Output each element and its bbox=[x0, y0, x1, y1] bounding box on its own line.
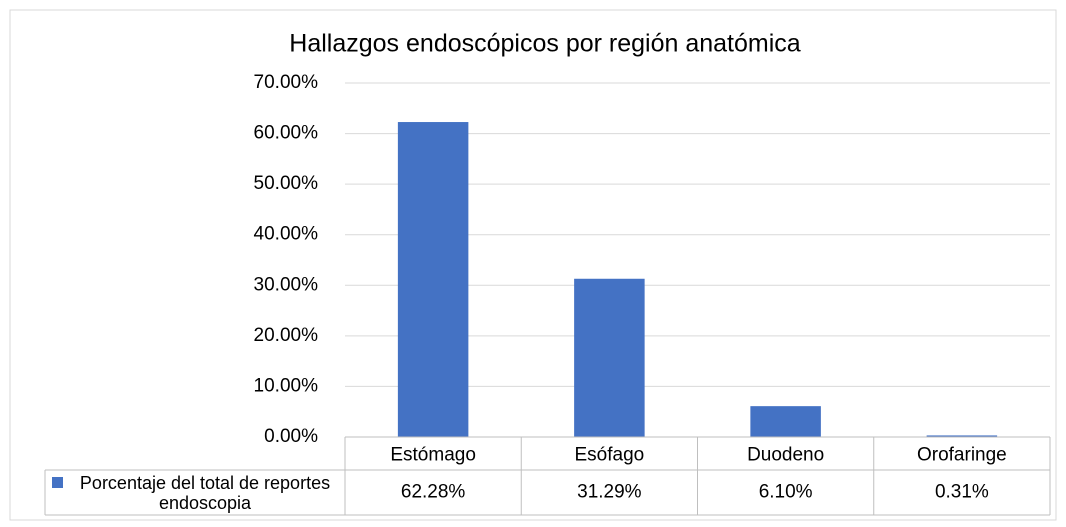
y-tick-label: 60.00% bbox=[254, 123, 319, 144]
bar bbox=[574, 278, 645, 437]
legend-label: Porcentaje del total de reportes endosco… bbox=[79, 473, 331, 513]
y-tick-label: 10.00% bbox=[254, 375, 319, 396]
chart-title: Hallazgos endoscópicos por región anatóm… bbox=[289, 30, 801, 58]
x-tick-label: Orofaringe bbox=[917, 445, 1007, 466]
y-tick-label: 0.00% bbox=[264, 426, 318, 447]
x-tick-label: Estómago bbox=[390, 445, 476, 466]
legend: Porcentaje del total de reportes endosco… bbox=[52, 472, 342, 514]
data-label: 62.28% bbox=[401, 482, 466, 503]
x-tick-label: Esófago bbox=[575, 445, 645, 466]
chart-border bbox=[9, 9, 1057, 521]
bar bbox=[750, 406, 821, 437]
y-tick-label: 20.00% bbox=[254, 325, 319, 346]
x-tick-label: Duodeno bbox=[747, 445, 824, 466]
y-tick-label: 40.00% bbox=[254, 224, 319, 245]
data-label: 6.10% bbox=[759, 482, 813, 503]
bar bbox=[397, 122, 469, 438]
data-label: 0.31% bbox=[935, 482, 989, 503]
bar bbox=[926, 435, 998, 437]
y-tick-label: 70.00% bbox=[254, 72, 319, 93]
legend-key bbox=[52, 477, 63, 488]
y-tick-label: 50.00% bbox=[254, 173, 319, 194]
y-tick-label: 30.00% bbox=[254, 274, 319, 295]
data-label: 31.29% bbox=[577, 482, 642, 503]
